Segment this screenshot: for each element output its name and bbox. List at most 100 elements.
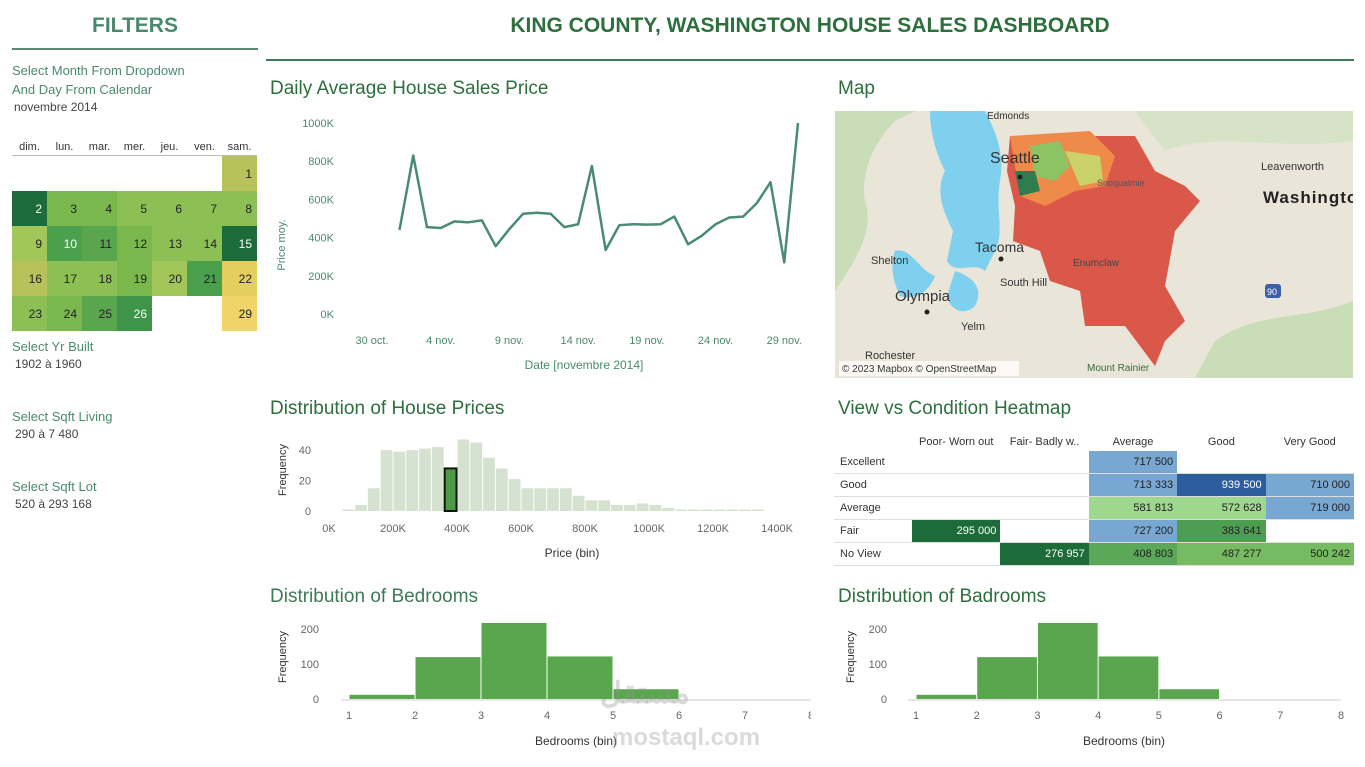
calendar-day-19[interactable]: 19 xyxy=(117,261,152,296)
heatmap-cell[interactable]: 383 641 xyxy=(1177,519,1266,543)
bedrooms-dist-bar[interactable] xyxy=(349,694,415,699)
daily-price-point[interactable] xyxy=(657,220,665,228)
price-dist-bar[interactable] xyxy=(457,439,470,511)
heatmap-cell[interactable]: 487 277 xyxy=(1177,542,1266,566)
price-dist-bar[interactable] xyxy=(534,488,547,511)
calendar-day-29[interactable]: 29 xyxy=(222,296,257,331)
daily-price-point[interactable] xyxy=(547,210,555,218)
daily-price-point[interactable] xyxy=(450,217,458,225)
calendar-day-10[interactable]: 10 xyxy=(47,226,82,261)
price-dist-bar[interactable] xyxy=(483,457,495,511)
calendar-day-13[interactable]: 13 xyxy=(152,226,187,261)
calendar-day-21[interactable]: 21 xyxy=(187,261,222,296)
price-dist-bar[interactable] xyxy=(598,500,611,511)
price-dist-bar[interactable] xyxy=(495,468,508,511)
calendar-day-14[interactable]: 14 xyxy=(187,226,222,261)
bedrooms-dist-bar[interactable] xyxy=(547,656,613,699)
calendar-day-18[interactable]: 18 xyxy=(82,261,117,296)
daily-price-point[interactable] xyxy=(478,216,486,224)
price-dist-bar[interactable] xyxy=(687,509,700,511)
price-dist-bar[interactable] xyxy=(521,488,534,511)
price-dist-bar[interactable] xyxy=(419,448,431,511)
price-dist-bar[interactable] xyxy=(623,504,636,511)
price-dist-bar[interactable] xyxy=(547,488,559,511)
heatmap-cell[interactable]: 408 803 xyxy=(1088,542,1178,566)
daily-price-point[interactable] xyxy=(739,213,747,221)
calendar-day-15[interactable]: 15 xyxy=(222,226,257,261)
bedrooms-dist-bar[interactable] xyxy=(415,657,481,699)
price-dist-bar[interactable] xyxy=(443,467,458,512)
calendar-day-26[interactable]: 26 xyxy=(117,296,152,331)
price-dist-bar[interactable] xyxy=(508,479,521,511)
sqft-living-range[interactable]: 290 à 7 480 xyxy=(15,427,79,441)
daily-price-point[interactable] xyxy=(560,223,568,231)
price-dist-bar[interactable] xyxy=(470,442,483,511)
heatmap-cell[interactable]: 572 628 xyxy=(1177,496,1266,520)
daily-price-point[interactable] xyxy=(629,220,637,228)
calendar-day-1[interactable]: 1 xyxy=(222,155,257,191)
calendar-day-5[interactable]: 5 xyxy=(117,191,152,226)
daily-price-point[interactable] xyxy=(395,226,403,234)
heatmap-cell[interactable]: 717 500 xyxy=(1088,451,1178,474)
heatmap-cell[interactable]: 276 957 xyxy=(1000,542,1089,566)
heatmap-cell[interactable]: 939 500 xyxy=(1177,473,1266,497)
calendar-day-20[interactable]: 20 xyxy=(152,261,187,296)
price-dist-bar[interactable] xyxy=(559,488,572,511)
daily-price-point[interactable] xyxy=(464,218,472,226)
calendar-day-6[interactable]: 6 xyxy=(152,191,187,226)
price-dist-bar[interactable] xyxy=(700,509,713,511)
price-dist-bar[interactable] xyxy=(751,509,764,511)
heatmap-cell[interactable]: 713 333 xyxy=(1088,473,1178,497)
price-dist-bar[interactable] xyxy=(342,509,355,511)
price-dist-bar[interactable] xyxy=(649,504,662,511)
bathrooms-dist-bar[interactable] xyxy=(1037,622,1098,699)
price-dist-bar[interactable] xyxy=(662,507,675,511)
daily-price-point[interactable] xyxy=(602,246,610,254)
calendar-day-4[interactable]: 4 xyxy=(82,191,117,226)
heatmap-cell[interactable]: 295 000 xyxy=(912,519,1001,543)
price-dist-bar[interactable] xyxy=(380,450,393,511)
daily-price-point[interactable] xyxy=(794,119,802,127)
daily-price-point[interactable] xyxy=(725,214,733,222)
calendar-day-3[interactable]: 3 xyxy=(47,191,82,226)
price-dist-bar[interactable] xyxy=(367,488,380,511)
daily-price-point[interactable] xyxy=(492,242,500,250)
calendar-day-11[interactable]: 11 xyxy=(82,226,117,261)
calendar-day-12[interactable]: 12 xyxy=(117,226,152,261)
calendar-day-16[interactable]: 16 xyxy=(12,261,47,296)
bathrooms-dist-bar[interactable] xyxy=(916,694,977,699)
calendar-day-22[interactable]: 22 xyxy=(222,261,257,296)
daily-price-point[interactable] xyxy=(409,151,417,159)
calendar-day-17[interactable]: 17 xyxy=(47,261,82,296)
daily-price-point[interactable] xyxy=(615,221,623,229)
price-dist-bar[interactable] xyxy=(675,509,687,511)
bathrooms-dist-bar[interactable] xyxy=(1098,656,1159,699)
heatmap-cell[interactable]: 727 200 xyxy=(1088,519,1178,543)
yr-built-range[interactable]: 1902 à 1960 xyxy=(15,357,82,371)
calendar-day-25[interactable]: 25 xyxy=(82,296,117,331)
calendar-day-7[interactable]: 7 xyxy=(187,191,222,226)
price-dist-bar[interactable] xyxy=(431,447,444,511)
price-dist-bar[interactable] xyxy=(572,495,585,511)
daily-price-point[interactable] xyxy=(519,210,527,218)
bathrooms-dist-bar[interactable] xyxy=(977,657,1037,699)
calendar-day-2[interactable]: 2 xyxy=(12,191,47,226)
heatmap-cell[interactable]: 500 242 xyxy=(1265,542,1354,566)
price-dist-bar[interactable] xyxy=(611,504,623,511)
month-dropdown[interactable]: novembre 2014 xyxy=(14,100,98,114)
daily-price-point[interactable] xyxy=(574,220,582,228)
daily-price-point[interactable] xyxy=(533,209,541,217)
daily-price-point[interactable] xyxy=(588,162,596,170)
daily-price-point[interactable] xyxy=(767,178,775,186)
heatmap-cell[interactable]: 581 813 xyxy=(1088,496,1178,520)
daily-price-point[interactable] xyxy=(712,220,720,228)
price-dist-bar[interactable] xyxy=(585,500,598,511)
heatmap-cell[interactable]: 719 000 xyxy=(1265,496,1354,520)
calendar-day-8[interactable]: 8 xyxy=(222,191,257,226)
price-dist-bar[interactable] xyxy=(739,509,751,511)
daily-price-point[interactable] xyxy=(698,232,706,240)
daily-price-point[interactable] xyxy=(437,224,445,232)
price-dist-bar[interactable] xyxy=(355,504,367,511)
price-dist-bar[interactable] xyxy=(726,509,739,511)
daily-price-point[interactable] xyxy=(643,221,651,229)
